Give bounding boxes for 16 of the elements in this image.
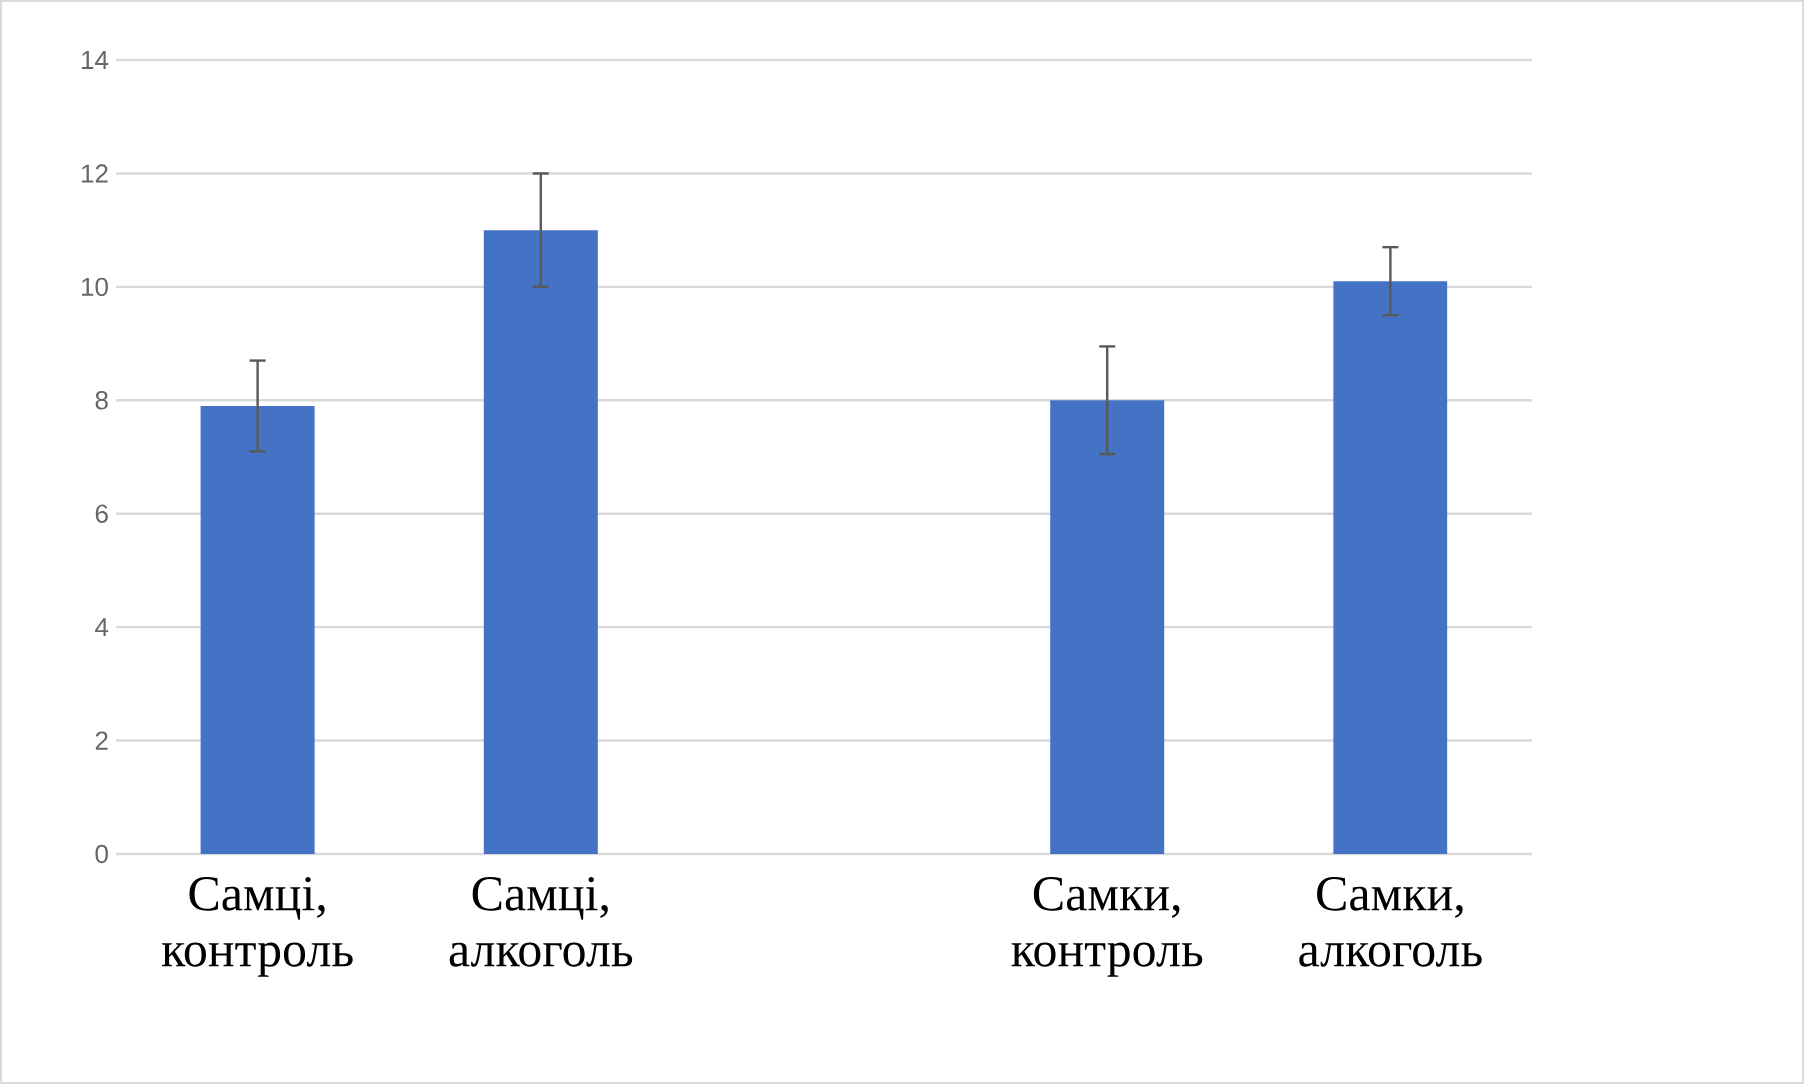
y-tick-label: 2	[95, 731, 108, 750]
y-tick-label: 4	[95, 618, 109, 637]
bar	[483, 230, 598, 854]
y-tick-label: 8	[95, 391, 108, 410]
y-tick-label: 14	[82, 51, 109, 69]
y-tick-label: 6	[95, 504, 108, 523]
bar	[200, 405, 315, 854]
bar	[1050, 400, 1165, 854]
y-tick-label: 12	[82, 164, 108, 183]
y-tick-label: 10	[82, 277, 108, 297]
x-tick-label: Самці, контроль	[161, 877, 353, 977]
x-tick-label: Самки, контроль	[1011, 877, 1203, 977]
bar	[1333, 281, 1448, 854]
x-tick-label: Самці, алкоголь	[449, 877, 633, 967]
x-tick-label: Самки, алкоголь	[1299, 877, 1482, 967]
y-tick-label: 0	[95, 844, 108, 864]
